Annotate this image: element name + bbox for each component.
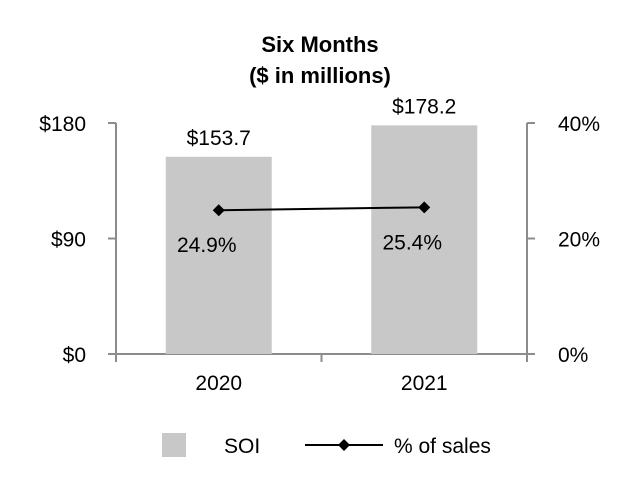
line-pct-sales [218,206,425,212]
x-tick-label: 2020 [195,372,242,395]
line-point-pct-sales [418,201,431,214]
axes: $0 $90 $180 0% 20% 40% 2020 2021 [39,113,600,395]
legend: SOI % of sales [162,433,491,458]
bars [165,125,478,354]
line-value-label: 25.4% [382,231,442,254]
legend-label-soi: SOI [224,435,260,458]
bar-value-label: $178.2 [392,95,456,118]
data-labels: $153.7 $178.2 24.9% 25.4% [177,95,456,257]
bar-soi [371,125,478,354]
right-tick-label: 40% [558,113,600,136]
left-tick-label: $90 [51,229,86,252]
chart-subtitle: ($ in millions) [249,63,391,88]
bar-soi [165,156,272,354]
line-point-pct-sales [212,204,225,217]
left-tick-label: $180 [39,113,86,136]
legend-label-pct-sales: % of sales [394,435,491,458]
left-tick-label: $0 [63,344,86,367]
bar-value-label: $153.7 [187,127,251,150]
line-value-label: 24.9% [177,234,237,257]
legend-swatch-soi [162,433,186,457]
right-tick-label: 0% [558,344,588,367]
chart-title: Six Months [261,32,378,57]
x-tick-label: 2021 [401,372,448,395]
line-series [212,201,431,217]
legend-marker-pct-sales [338,439,350,451]
right-tick-label: 20% [558,229,600,252]
